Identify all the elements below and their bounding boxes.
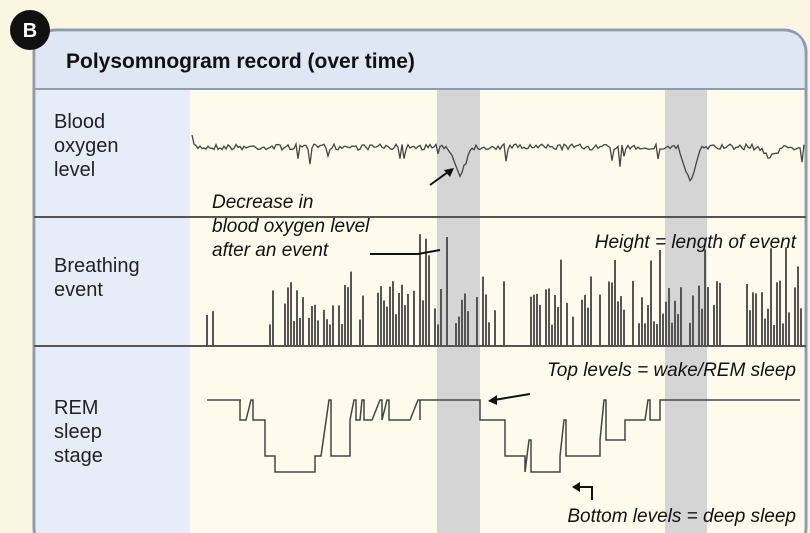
arrowhead <box>572 482 580 492</box>
annotation: blood oxygen level <box>212 216 370 237</box>
traces <box>191 134 805 473</box>
badge-text: B <box>23 20 37 42</box>
annotation: Height = length of event <box>595 232 797 253</box>
annotation: after an event <box>212 240 329 261</box>
row-label: Blood <box>54 111 105 133</box>
annotation: Bottom levels = deep sleep <box>567 506 796 527</box>
label-column <box>36 90 190 533</box>
highlight-band <box>437 90 480 533</box>
row-label: oxygen <box>54 135 119 157</box>
badge <box>10 10 50 50</box>
header-title: Polysomnogram record (over time) <box>66 50 415 73</box>
annotation: Top levels = wake/REM sleep <box>547 360 796 381</box>
sleep-trace <box>207 399 800 473</box>
arrowhead <box>444 168 454 177</box>
row-label: event <box>54 279 103 301</box>
highlight-band <box>665 90 707 533</box>
row-label: sleep <box>54 421 102 443</box>
arrow <box>493 393 531 401</box>
arrowhead <box>488 395 497 405</box>
row-label: stage <box>54 445 103 467</box>
row-label: REM <box>54 397 98 419</box>
arrow <box>370 249 441 255</box>
annotations: Decrease in blood oxygen level after an ev… <box>212 192 797 527</box>
header-band <box>36 32 804 88</box>
arrow <box>578 486 593 500</box>
row-label: Breathing <box>54 255 140 277</box>
arrow <box>429 171 449 186</box>
annotation: Decrease in <box>212 192 313 213</box>
oxygen-trace <box>191 134 805 183</box>
row-label: level <box>54 159 95 181</box>
